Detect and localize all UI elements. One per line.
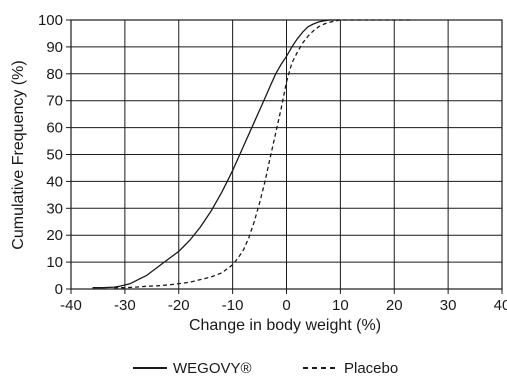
x-tick-label: -30 bbox=[114, 297, 136, 314]
y-tick-label: 100 bbox=[38, 12, 63, 29]
x-tick-label: -40 bbox=[60, 297, 82, 314]
y-tick-label: 20 bbox=[46, 227, 63, 244]
series-layer bbox=[92, 19, 411, 289]
x-tick-label: 30 bbox=[440, 297, 457, 314]
grid-layer bbox=[70, 19, 503, 290]
series-line-wegovy bbox=[92, 19, 341, 289]
x-tick-label: 20 bbox=[386, 297, 403, 314]
y-tick-label: 30 bbox=[46, 200, 63, 217]
y-tick-label: 10 bbox=[46, 254, 63, 271]
x-axis-title: Change in body weight (%) bbox=[189, 317, 381, 334]
x-tick-label: 0 bbox=[282, 297, 290, 314]
x-tick-label: -20 bbox=[168, 297, 190, 314]
y-axis-title: Cumulative Frequency (%) bbox=[10, 60, 27, 249]
tick-labels: -40 -30 -20 -10 0 10 20 30 40 0 10 20 30 40 50 60 70 80 90… bbox=[38, 12, 507, 314]
y-tick-label: 50 bbox=[46, 147, 63, 164]
x-tick-label: 10 bbox=[332, 297, 349, 314]
x-tick-label: 40 bbox=[494, 297, 507, 314]
y-tick-label: 40 bbox=[46, 173, 63, 190]
y-tick-label: 80 bbox=[46, 66, 63, 83]
legend-label-placebo: Placebo bbox=[344, 360, 398, 377]
legend: WEGOVY® Placebo bbox=[133, 360, 398, 377]
y-tick-label: 90 bbox=[46, 39, 63, 56]
y-tick-label: 0 bbox=[55, 281, 63, 298]
x-tick-label: -10 bbox=[222, 297, 244, 314]
y-tick-label: 60 bbox=[46, 120, 63, 137]
series-line-placebo bbox=[114, 19, 411, 289]
legend-label-wegovy: WEGOVY® bbox=[173, 360, 252, 377]
y-tick-label: 70 bbox=[46, 93, 63, 110]
